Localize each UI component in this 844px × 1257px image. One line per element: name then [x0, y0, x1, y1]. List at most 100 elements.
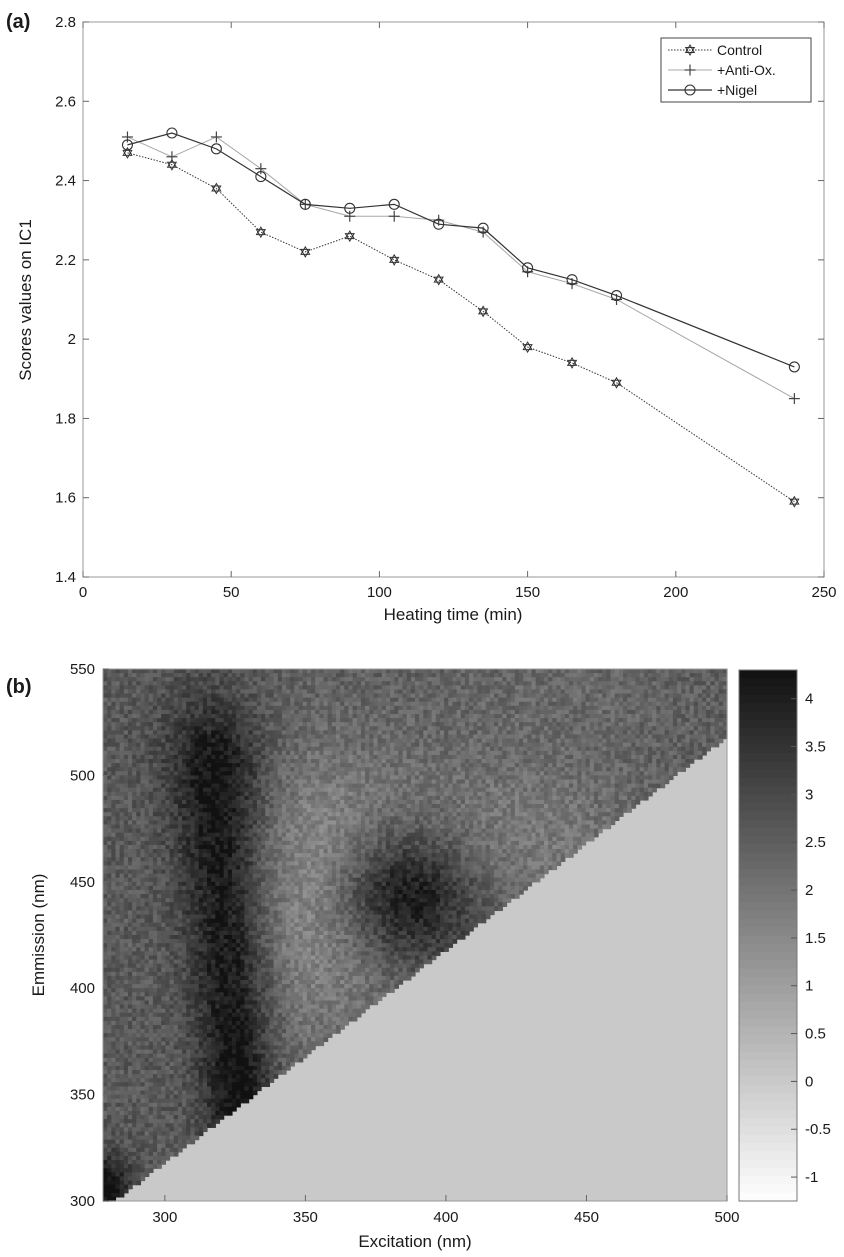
heatmap-cell — [531, 746, 537, 752]
heatmap-cell — [506, 734, 512, 740]
heatmap-cell — [157, 775, 162, 781]
heatmap-cell — [190, 705, 196, 711]
heatmap-cell — [294, 718, 300, 723]
heatmap-cell — [306, 742, 312, 748]
heatmap-cell — [231, 754, 237, 760]
heatmap-cell — [132, 795, 137, 801]
heatmap-cell — [194, 742, 200, 748]
heatmap-cell — [548, 705, 553, 711]
heatmap-cell — [693, 718, 699, 723]
heatmap-cell — [589, 799, 595, 805]
heatmap-cell — [535, 746, 541, 752]
heatmap-cell — [464, 759, 470, 764]
heatmap-cell — [693, 709, 699, 715]
heatmap-cell — [173, 718, 179, 723]
heatmap-cell — [494, 746, 499, 752]
heatmap-cell — [444, 742, 449, 748]
heatmap-cell — [689, 677, 695, 682]
heatmap-cell — [535, 681, 541, 686]
heatmap-cell — [298, 730, 304, 736]
heatmap-cell — [377, 791, 383, 797]
heatmap-cell — [115, 734, 121, 740]
heatmap-cell — [107, 689, 112, 695]
heatmap-cell — [610, 738, 616, 744]
heatmap-cell — [668, 685, 674, 691]
heatmap-cell — [219, 685, 225, 691]
heatmap-cell — [302, 693, 308, 699]
heatmap-cell — [157, 726, 162, 731]
heatmap-cell — [148, 783, 154, 789]
heatmap-cell — [668, 705, 674, 711]
heatmap-cell — [498, 791, 503, 797]
heatmap-cell — [161, 799, 166, 805]
heatmap-cell — [323, 767, 329, 772]
heatmap-cell — [419, 722, 424, 727]
heatmap-cell — [331, 701, 337, 707]
heatmap-cell — [568, 804, 574, 809]
heatmap-cell — [215, 705, 221, 711]
heatmap-cell — [602, 795, 607, 801]
heatmap-cell — [706, 693, 711, 699]
heatmap-cell — [360, 742, 366, 748]
heatmap-cell — [298, 742, 304, 748]
heatmap-cell — [173, 669, 179, 674]
heatmap-cell — [469, 726, 474, 731]
heatmap-cell — [652, 738, 657, 744]
heatmap-cell — [123, 775, 129, 781]
heatmap-cell — [452, 681, 458, 686]
heatmap-cell — [623, 742, 628, 748]
heatmap-cell — [335, 771, 341, 776]
heatmap-cell — [277, 746, 283, 752]
heatmap-cell — [664, 669, 670, 674]
heatmap-cell — [256, 693, 262, 699]
heatmap-cell — [198, 673, 204, 678]
heatmap-cell — [697, 693, 703, 699]
heatmap-cell — [202, 718, 208, 723]
heatmap-cell — [423, 746, 429, 752]
heatmap-cell — [635, 750, 641, 756]
heatmap-cell — [585, 701, 591, 707]
heatmap-cell — [248, 746, 254, 752]
heatmap-cell — [602, 685, 607, 691]
heatmap-cell — [286, 701, 291, 707]
heatmap-cell — [577, 775, 582, 781]
heatmap-cell — [315, 779, 320, 785]
heatmap-cell — [456, 791, 462, 797]
heatmap-cell — [593, 726, 599, 731]
heatmap-cell — [140, 705, 146, 711]
heatmap-cell — [177, 697, 183, 703]
heatmap-cell — [485, 677, 491, 682]
heatmap-cell — [360, 787, 366, 793]
heatmap-cell — [348, 730, 354, 736]
heatmap-cell — [127, 730, 133, 736]
heatmap-cell — [223, 791, 229, 797]
heatmap-cell — [627, 779, 632, 785]
heatmap-cell — [623, 767, 628, 772]
heatmap-cell — [140, 804, 146, 809]
heatmap-cell — [519, 726, 524, 731]
heatmap-cell — [123, 730, 129, 736]
heatmap-cell — [489, 759, 495, 764]
heatmap-cell — [489, 709, 495, 715]
heatmap-cell — [377, 783, 383, 789]
y-axis-label: Scores values on IC1 — [16, 219, 35, 381]
heatmap-cell — [281, 791, 287, 797]
heatmap-cell — [273, 689, 279, 695]
heatmap-cell — [539, 673, 545, 678]
heatmap-cell — [227, 697, 233, 703]
heatmap-cell — [623, 750, 628, 756]
heatmap-cell — [606, 677, 612, 682]
heatmap-cell — [294, 759, 300, 764]
heatmap-cell — [710, 730, 716, 736]
heatmap-cell — [107, 759, 112, 764]
heatmap-cell — [444, 681, 449, 686]
heatmap-cell — [173, 750, 179, 756]
heatmap-cell — [352, 767, 358, 772]
heatmap-cell — [244, 734, 250, 740]
heatmap-cell — [531, 689, 537, 695]
heatmap-cell — [481, 787, 487, 793]
heatmap-cell — [543, 722, 549, 727]
heatmap-cell — [286, 705, 291, 711]
heatmap-cell — [144, 673, 150, 678]
heatmap-cell — [660, 775, 666, 781]
